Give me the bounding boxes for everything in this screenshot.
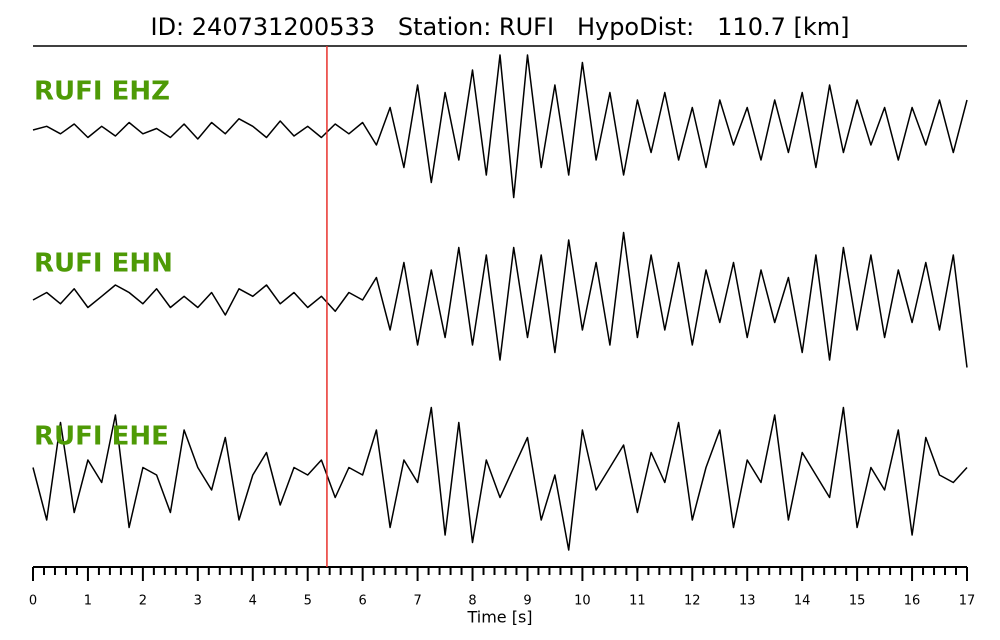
x-tick-label: 14 <box>794 594 811 609</box>
x-tick-label: 15 <box>849 594 866 609</box>
x-tick-label: 10 <box>574 594 591 609</box>
trace-label: RUFI EHE <box>34 422 169 452</box>
trace <box>32 406 968 551</box>
x-tick-label: 17 <box>959 594 976 609</box>
x-tick-label: 9 <box>523 594 531 609</box>
x-tick-label: 16 <box>904 594 921 609</box>
x-axis-label: Time [s] <box>466 608 532 627</box>
x-tick-label: 11 <box>629 594 646 609</box>
trace <box>32 231 968 368</box>
x-tick-label: 1 <box>84 594 92 609</box>
x-tick-label: 3 <box>194 594 202 609</box>
x-tick-label: 7 <box>413 594 421 609</box>
trace-label: RUFI EHN <box>34 249 173 279</box>
x-tick-label: 4 <box>249 594 257 609</box>
x-tick-label: 13 <box>739 594 756 609</box>
x-tick-label: 2 <box>139 594 147 609</box>
chart-title: ID: 240731200533 Station: RUFI HypoDist:… <box>151 13 850 41</box>
x-tick-label: 0 <box>29 594 37 609</box>
x-tick-label: 8 <box>468 594 476 609</box>
trace <box>32 54 968 199</box>
x-tick-label: 5 <box>304 594 312 609</box>
x-tick-label: 12 <box>684 594 701 609</box>
trace-label: RUFI EHZ <box>34 77 170 107</box>
x-tick-label: 6 <box>359 594 367 609</box>
